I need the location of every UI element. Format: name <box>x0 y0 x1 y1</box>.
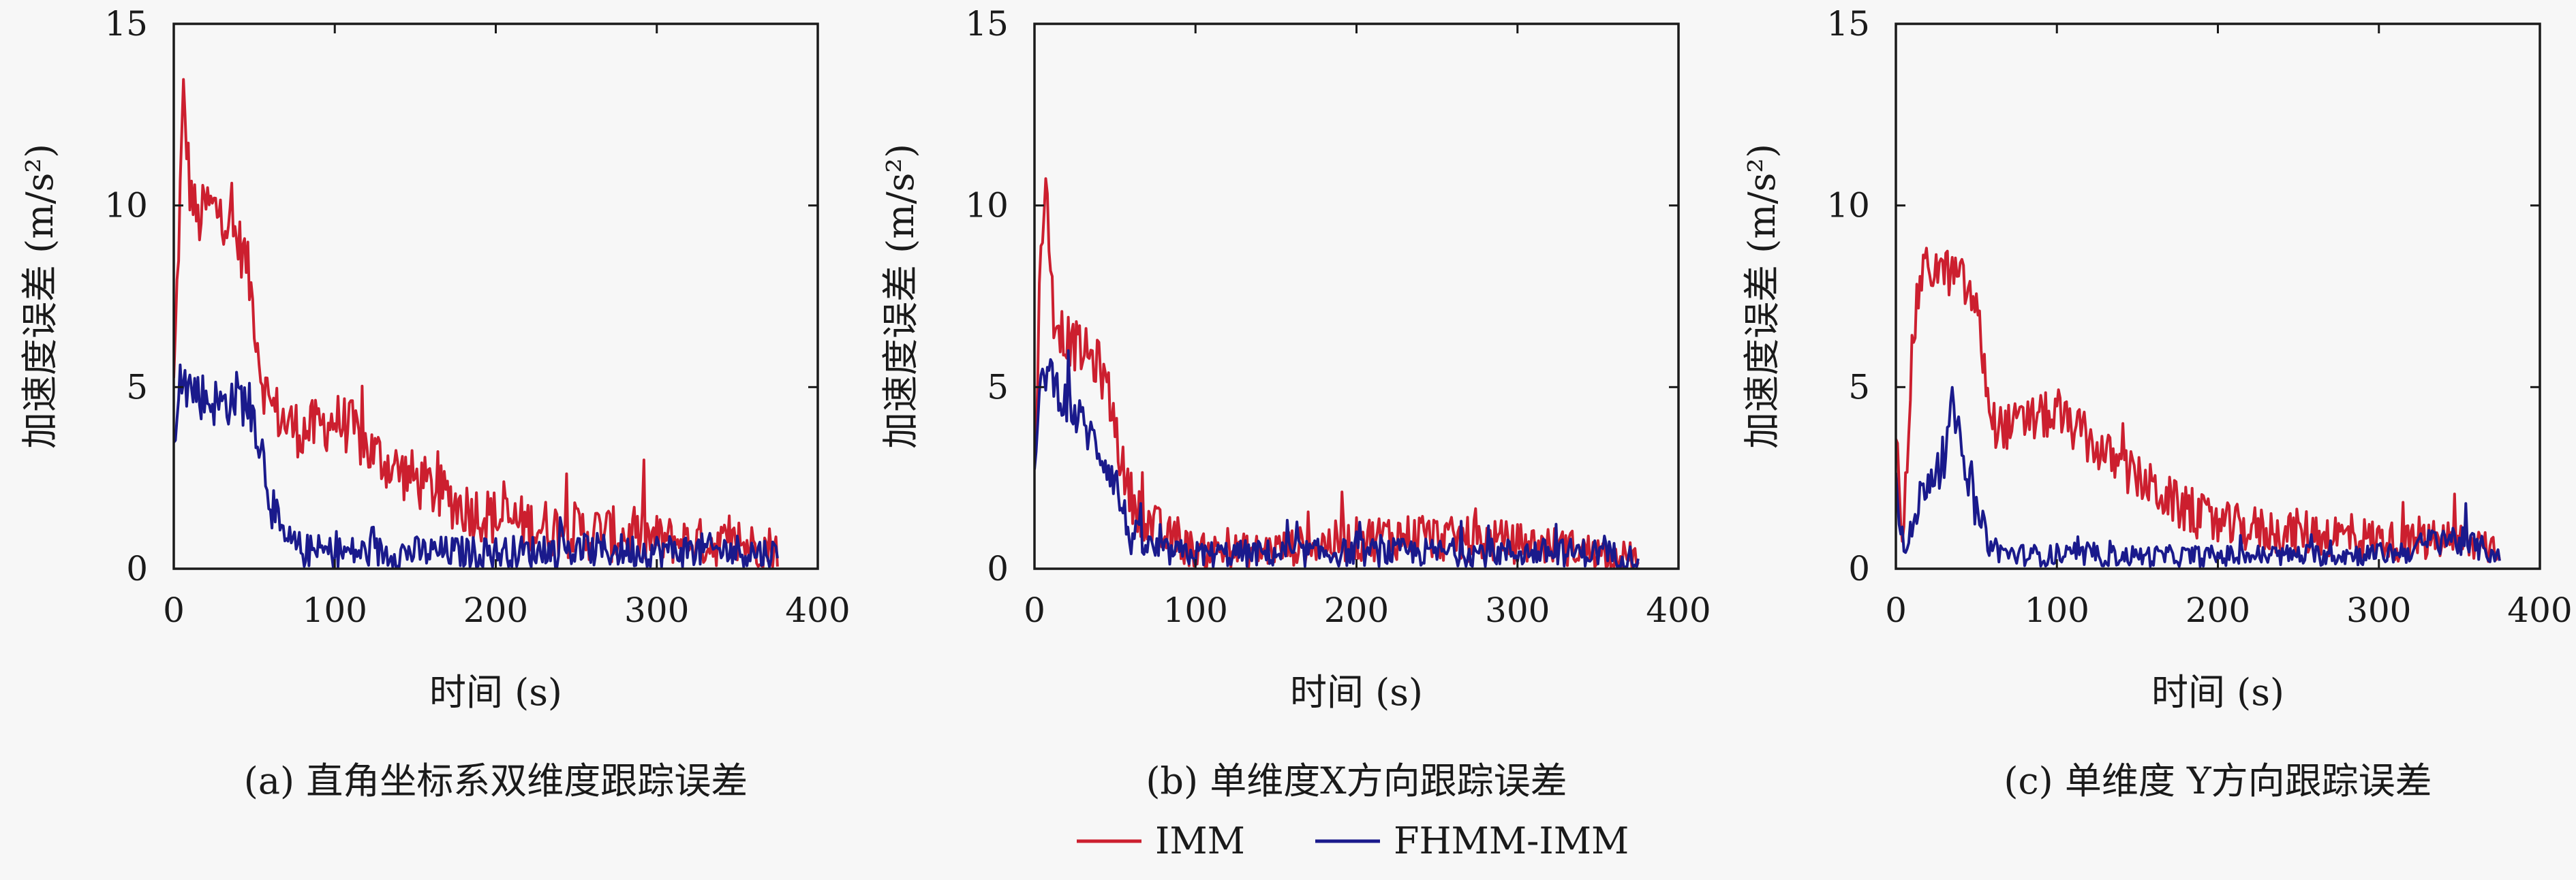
x-tick-label: 200 <box>463 591 528 630</box>
legend-item-fhmm-imm: FHMM-IMM <box>1315 819 1629 862</box>
x-tick-label: 200 <box>2186 591 2250 630</box>
panel-caption: (c) 单维度 Y方向跟踪误差 <box>2004 759 2432 802</box>
x-tick-label: 400 <box>1646 591 1711 630</box>
x-tick-label: 400 <box>785 591 850 630</box>
y-tick-label: 15 <box>965 4 1009 44</box>
y-tick-label: 0 <box>987 549 1009 588</box>
x-tick-label: 300 <box>624 591 689 630</box>
x-tick-label: 100 <box>2025 591 2089 630</box>
x-tick-label: 300 <box>1485 591 1550 630</box>
legend-label: IMM <box>1155 819 1245 862</box>
x-tick-label: 0 <box>1024 591 1045 630</box>
y-tick-label: 0 <box>126 549 148 588</box>
x-tick-label: 100 <box>303 591 367 630</box>
x-tick-label: 0 <box>163 591 185 630</box>
panel-caption: (b) 单维度X方向跟踪误差 <box>1146 759 1567 802</box>
series-line-imm <box>174 78 779 569</box>
chart-panel-1: 0 100 200 300 400 0 5 10 15 时间 (s) 加速度误差 (m/s²) (a)… <box>18 4 850 802</box>
legend-item-imm: IMM <box>1077 819 1245 862</box>
x-tick-label: 100 <box>1163 591 1228 630</box>
series-line-fhmm-imm <box>1034 349 1640 569</box>
y-tick-label: 10 <box>1826 186 1870 225</box>
x-tick-label: 400 <box>2507 591 2572 630</box>
plot-frame <box>172 22 819 570</box>
y-tick-label: 0 <box>1848 549 1870 588</box>
x-axis-title: 时间 (s) <box>2151 671 2284 714</box>
y-tick-label: 5 <box>126 367 148 407</box>
series-line-imm <box>1896 247 2501 563</box>
y-tick-label: 15 <box>104 4 148 44</box>
y-tick-label: 10 <box>965 186 1009 225</box>
series-line-imm <box>1034 177 1640 569</box>
y-axis-title: 加速度误差 (m/s²) <box>879 144 922 449</box>
chart-panel-3: 0 100 200 300 400 0 5 10 15 时间 (s) 加速度误差 (m/s²) (c)… <box>1741 4 2573 802</box>
x-axis-title: 时间 (s) <box>1290 671 1423 714</box>
y-tick-label: 10 <box>104 186 148 225</box>
x-tick-label: 300 <box>2346 591 2411 630</box>
panel-caption: (a) 直角坐标系双维度跟踪误差 <box>244 759 748 802</box>
x-tick-label: 200 <box>1324 591 1389 630</box>
legend: IMM FHMM-IMM <box>1077 819 1629 862</box>
y-tick-label: 5 <box>1848 367 1870 407</box>
y-axis-title: 加速度误差 (m/s²) <box>18 144 61 449</box>
series-line-fhmm-imm <box>174 363 779 569</box>
legend-label: FHMM-IMM <box>1394 819 1629 862</box>
x-axis-title: 时间 (s) <box>429 671 562 714</box>
chart-panel-2: 0 100 200 300 400 0 5 10 15 时间 (s) 加速度误差 (m/s²) (b)… <box>879 4 1711 802</box>
y-tick-label: 5 <box>987 367 1009 407</box>
plot-frame <box>1895 22 2541 570</box>
y-tick-label: 15 <box>1826 4 1870 44</box>
x-tick-label: 0 <box>1885 591 1907 630</box>
y-axis-title: 加速度误差 (m/s²) <box>1741 144 1783 449</box>
series-line-fhmm-imm <box>1896 386 2501 568</box>
